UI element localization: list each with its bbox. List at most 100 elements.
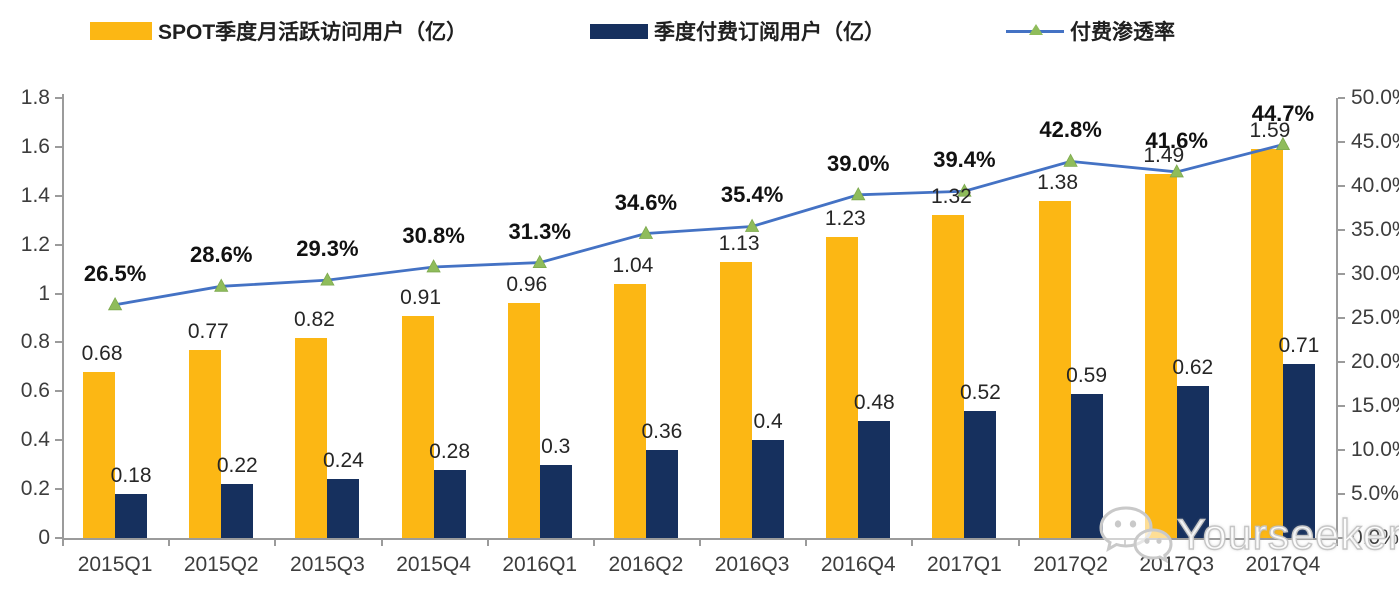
penetration-line-marker-icon xyxy=(1063,153,1078,167)
mau-bar-value-label: 0.68 xyxy=(81,341,123,365)
mau-bar-value-label: 1.38 xyxy=(1037,170,1079,194)
x-axis-category-label: 2015Q2 xyxy=(183,553,259,576)
penetration-line-marker-icon xyxy=(744,218,760,232)
penetration-legend-marker-icon xyxy=(1006,21,1064,41)
subs-bar-value-label: 0.28 xyxy=(429,439,471,463)
x-axis-tick xyxy=(274,538,277,546)
subs-bar xyxy=(752,440,785,538)
legend-item-mau: SPOT季度月活跃访问用户（亿） xyxy=(90,14,467,48)
subs-bar xyxy=(858,420,891,538)
penetration-line-marker-icon xyxy=(320,272,335,286)
penetration-point-label: 30.8% xyxy=(402,222,465,248)
x-axis-category-label: 2015Q4 xyxy=(396,553,471,576)
y-axis-right-tick xyxy=(1338,537,1345,539)
subs-bar xyxy=(115,494,148,538)
mau-legend-label: SPOT季度月活跃访问用户（亿） xyxy=(158,21,468,44)
x-axis-category-label: 2017Q2 xyxy=(1033,553,1108,576)
x-axis-tick xyxy=(168,538,171,546)
mau-bar-value-label: 1.59 xyxy=(1249,119,1291,143)
mau-bar-value-label: 1.04 xyxy=(612,253,654,277)
subs-bar-value-label: 0.4 xyxy=(753,410,783,434)
y-axis-left-label: 1.2 xyxy=(20,232,50,256)
subs-bar-value-label: 0.59 xyxy=(1066,363,1108,387)
y-axis-left-label: 0 xyxy=(38,526,50,549)
penetration-point-label: 41.6% xyxy=(1145,127,1208,153)
watermark-text: Yourseeker xyxy=(1176,510,1399,559)
y-axis-right-tick xyxy=(1338,97,1345,99)
y-axis-left-tick xyxy=(55,537,62,539)
subs-bar-value-label: 0.18 xyxy=(110,464,152,487)
watermark: Yourseeker xyxy=(1097,503,1399,567)
penetration-legend-label: 付费渗透率 xyxy=(1070,21,1175,44)
penetration-point-label: 26.5% xyxy=(83,260,147,286)
penetration-point-label: 31.3% xyxy=(508,218,571,244)
x-axis-category-label: 2016Q2 xyxy=(608,553,684,576)
x-axis-tick xyxy=(699,538,701,546)
penetration-line-marker-icon xyxy=(638,225,654,239)
mau-bar xyxy=(401,315,434,538)
penetration-line-marker-icon xyxy=(214,278,229,292)
x-axis-category-label: 2017Q4 xyxy=(1245,553,1321,576)
subs-bar xyxy=(1070,393,1103,538)
y-axis-left-label: 0.8 xyxy=(20,330,50,354)
mau-bar xyxy=(720,261,753,538)
y-axis-right-label: 5.0% xyxy=(1351,482,1399,505)
penetration-line-marker-icon xyxy=(426,259,441,273)
x-axis-tick xyxy=(1017,538,1020,546)
y-axis-right-tick xyxy=(1338,493,1345,495)
penetration-point-label: 42.8% xyxy=(1039,117,1102,143)
y-axis-right-tick xyxy=(1338,405,1345,407)
mau-bar xyxy=(83,371,116,538)
y-axis-right-label: 25.0% xyxy=(1351,306,1399,329)
y-axis-right-tick xyxy=(1338,141,1345,143)
mau-bar-value-label: 1.23 xyxy=(824,207,866,231)
y-axis-left xyxy=(62,94,64,538)
legend-item-penetration: 付费渗透率 xyxy=(1006,14,1175,48)
subs-bar-value-label: 0.71 xyxy=(1278,334,1320,358)
y-axis-right-label: 15.0% xyxy=(1351,394,1399,417)
penetration-point-label: 34.6% xyxy=(614,189,678,215)
mau-bar-value-label: 0.82 xyxy=(293,307,335,331)
x-axis-tick xyxy=(1229,538,1232,546)
subs-bar-value-label: 0.22 xyxy=(216,454,258,478)
subs-bar xyxy=(539,464,572,538)
mau-bar-value-label: 0.77 xyxy=(187,319,229,343)
y-axis-left-tick xyxy=(55,292,62,295)
subs-bar xyxy=(1176,386,1209,538)
y-axis-left-label: 1.8 xyxy=(20,86,50,109)
y-axis-left-label: 0.6 xyxy=(20,379,50,403)
y-axis-left-tick xyxy=(55,194,62,197)
subs-legend-swatch-icon xyxy=(590,23,648,39)
subs-bar xyxy=(327,479,360,538)
y-axis-right-label: 30.0% xyxy=(1351,262,1399,285)
subs-bar xyxy=(221,484,254,538)
y-axis-right xyxy=(1336,98,1338,538)
x-axis-category-label: 2017Q1 xyxy=(927,553,1002,576)
mau-bar-value-label: 1.13 xyxy=(718,231,760,255)
subs-bar-value-label: 0.24 xyxy=(322,449,364,473)
mau-bar-value-label: 1.32 xyxy=(930,185,972,209)
x-axis-category-label: 2016Q4 xyxy=(820,553,896,576)
penetration-point-label: 29.3% xyxy=(296,236,359,262)
penetration-line-marker-icon xyxy=(532,254,547,268)
penetration-point-label: 28.6% xyxy=(190,242,253,268)
y-axis-left-label: 1.4 xyxy=(20,183,50,207)
y-axis-right-label: 40.0% xyxy=(1351,174,1399,197)
y-axis-right-label: 45.0% xyxy=(1351,130,1399,153)
y-axis-left-tick xyxy=(55,145,62,148)
subs-bar-value-label: 0.62 xyxy=(1172,356,1214,380)
x-axis-category-label: 2016Q1 xyxy=(502,553,578,576)
subs-bar-value-label: 0.52 xyxy=(959,380,1001,404)
penetration-point-label: 39.0% xyxy=(827,150,890,176)
x-axis-category-label: 2016Q3 xyxy=(714,553,790,576)
penetration-point-label: 39.4% xyxy=(933,147,996,173)
subs-bar xyxy=(1282,364,1315,538)
x-axis-tick xyxy=(486,538,489,546)
y-axis-right-tick xyxy=(1338,229,1345,231)
x-axis-tick xyxy=(1336,538,1338,546)
x-axis-category-label: 2015Q1 xyxy=(77,553,153,576)
x-axis-tick xyxy=(911,538,914,546)
mau-bar-value-label: 0.91 xyxy=(400,285,442,309)
